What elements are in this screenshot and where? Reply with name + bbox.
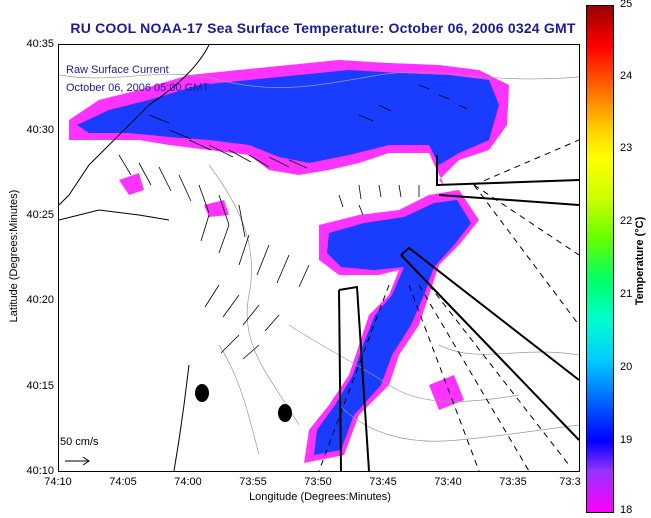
colorbar-tick-label: 20 (620, 361, 633, 373)
x-tick-label: 73:40 (434, 476, 462, 488)
sst-field (69, 60, 509, 463)
y-tick-label: 40:30 (26, 124, 54, 136)
radar-site-marker (278, 404, 292, 422)
y-tick-label: 40:15 (26, 380, 54, 392)
x-tick-label: 73:35 (499, 476, 527, 488)
colorbar-tick-label: 24 (620, 70, 633, 82)
y-tick-label: 40:25 (26, 209, 54, 221)
x-tick-label: 74:00 (174, 476, 202, 488)
colorbar-tick-label: 19 (620, 434, 633, 446)
radar-site-marker (195, 384, 209, 402)
current-vectors (118, 84, 468, 360)
y-tick-label: 40:20 (26, 294, 54, 306)
colorbar-tick-label: 21 (620, 288, 633, 300)
colorbar-tick-label: 25 (620, 0, 633, 10)
temperature-colorbar (586, 5, 614, 513)
coastline (59, 45, 210, 471)
x-tick-label: 73:3 (559, 476, 581, 488)
x-tick-label: 73:55 (239, 476, 267, 488)
survey-boxes (338, 155, 579, 471)
x-axis-title: Longitude (Degrees:Minutes) (249, 491, 391, 503)
x-tick-label: 73:45 (369, 476, 397, 488)
sst-map-svg (59, 45, 579, 471)
scale-arrow (65, 456, 90, 466)
y-tick-label: 40:35 (26, 38, 54, 50)
x-tick-label: 74:05 (109, 476, 137, 488)
colorbar-tick-label: 18 (620, 504, 633, 516)
x-tick-label: 73:50 (304, 476, 332, 488)
colorbar-tick-label: 22 (620, 215, 633, 227)
bathymetry-contours (59, 71, 579, 456)
colorbar-tick-label: 23 (620, 142, 633, 154)
y-axis-title: Latitude (Degrees:Minutes) (8, 189, 20, 323)
map-title: RU COOL NOAA-17 Sea Surface Temperature:… (70, 20, 576, 36)
scale-label: 50 cm/s (60, 436, 99, 448)
legend-time-label: October 06, 2006 05:00 GMT (66, 82, 210, 94)
radial-lines (318, 139, 579, 471)
map-plot-area[interactable] (58, 44, 580, 472)
x-tick-label: 74:10 (44, 476, 72, 488)
y-tick-label: 40:10 (26, 465, 54, 477)
legend-current-label: Raw Surface Current (66, 64, 169, 76)
colorbar-title: Temperature (°C) (634, 216, 646, 306)
